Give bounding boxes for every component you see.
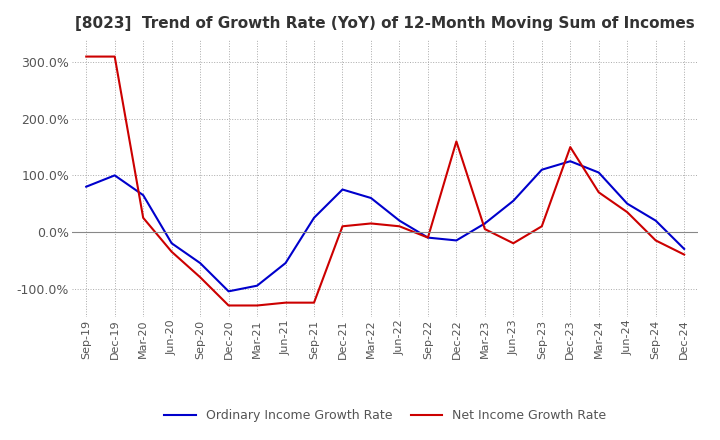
Ordinary Income Growth Rate: [366, 195, 375, 201]
Ordinary Income Growth Rate: [395, 218, 404, 223]
Net Income Growth Rate: [310, 300, 318, 305]
Ordinary Income Growth Rate: [196, 260, 204, 266]
Ordinary Income Growth Rate: [452, 238, 461, 243]
Net Income Growth Rate: [338, 224, 347, 229]
Ordinary Income Growth Rate: [566, 158, 575, 164]
Net Income Growth Rate: [680, 252, 688, 257]
Ordinary Income Growth Rate: [225, 289, 233, 294]
Net Income Growth Rate: [537, 224, 546, 229]
Net Income Growth Rate: [196, 275, 204, 280]
Net Income Growth Rate: [652, 238, 660, 243]
Ordinary Income Growth Rate: [537, 167, 546, 172]
Ordinary Income Growth Rate: [595, 170, 603, 175]
Net Income Growth Rate: [566, 144, 575, 150]
Net Income Growth Rate: [139, 215, 148, 220]
Ordinary Income Growth Rate: [652, 218, 660, 223]
Ordinary Income Growth Rate: [509, 198, 518, 203]
Net Income Growth Rate: [480, 227, 489, 232]
Ordinary Income Growth Rate: [310, 215, 318, 220]
Ordinary Income Growth Rate: [253, 283, 261, 288]
Net Income Growth Rate: [509, 241, 518, 246]
Net Income Growth Rate: [167, 249, 176, 254]
Net Income Growth Rate: [452, 139, 461, 144]
Line: Ordinary Income Growth Rate: Ordinary Income Growth Rate: [86, 161, 684, 291]
Ordinary Income Growth Rate: [423, 235, 432, 240]
Legend: Ordinary Income Growth Rate, Net Income Growth Rate: Ordinary Income Growth Rate, Net Income …: [159, 404, 611, 427]
Net Income Growth Rate: [282, 300, 290, 305]
Ordinary Income Growth Rate: [282, 260, 290, 266]
Net Income Growth Rate: [110, 54, 119, 59]
Ordinary Income Growth Rate: [82, 184, 91, 189]
Net Income Growth Rate: [82, 54, 91, 59]
Net Income Growth Rate: [623, 209, 631, 215]
Line: Net Income Growth Rate: Net Income Growth Rate: [86, 57, 684, 305]
Net Income Growth Rate: [225, 303, 233, 308]
Ordinary Income Growth Rate: [139, 193, 148, 198]
Title: [8023]  Trend of Growth Rate (YoY) of 12-Month Moving Sum of Incomes: [8023] Trend of Growth Rate (YoY) of 12-…: [76, 16, 695, 32]
Ordinary Income Growth Rate: [338, 187, 347, 192]
Ordinary Income Growth Rate: [110, 173, 119, 178]
Net Income Growth Rate: [595, 190, 603, 195]
Net Income Growth Rate: [395, 224, 404, 229]
Ordinary Income Growth Rate: [680, 246, 688, 252]
Ordinary Income Growth Rate: [623, 201, 631, 206]
Ordinary Income Growth Rate: [167, 241, 176, 246]
Ordinary Income Growth Rate: [480, 221, 489, 226]
Net Income Growth Rate: [366, 221, 375, 226]
Net Income Growth Rate: [253, 303, 261, 308]
Net Income Growth Rate: [423, 235, 432, 240]
